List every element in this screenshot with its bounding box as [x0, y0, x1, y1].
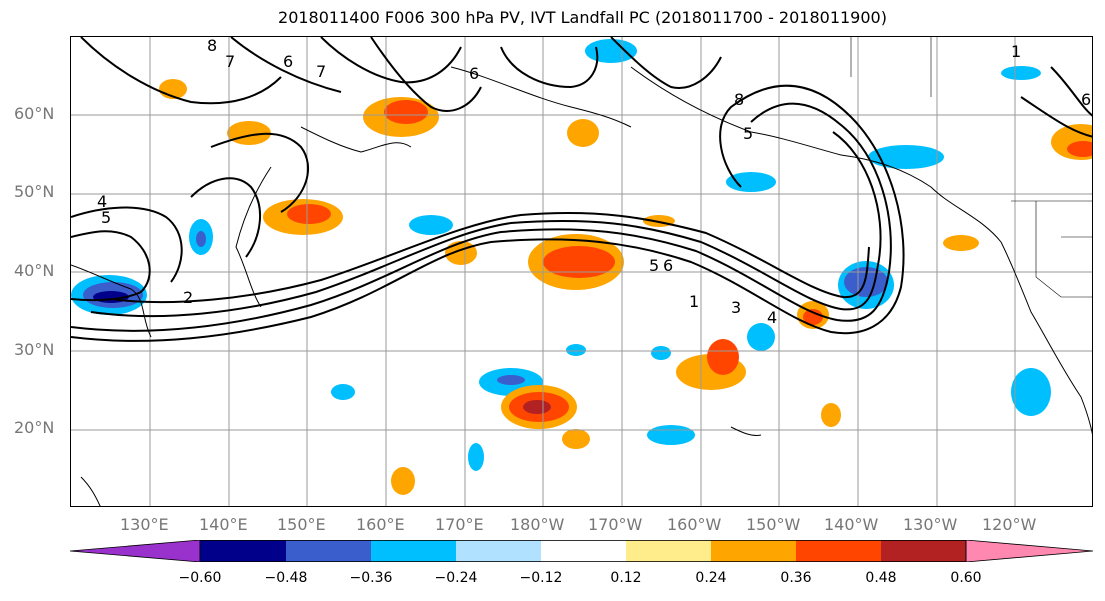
- colorbar-tick-7: 0.24: [695, 570, 727, 586]
- coastlines: [71, 66, 1092, 506]
- pv-contours: [71, 37, 1092, 342]
- colorbar-tick-5: −0.12: [519, 570, 563, 586]
- colorbar-tick-4: −0.24: [434, 570, 478, 586]
- positive-anomaly-small-7: [943, 235, 979, 251]
- positive-anomaly-east-core: [1067, 141, 1092, 157]
- negative-anomaly-ne-pacific: [747, 323, 775, 351]
- positive-anomaly-small-3: [562, 429, 590, 449]
- positive-anomaly-dateline-core: [543, 246, 615, 278]
- colorbar: [70, 540, 1093, 562]
- colorbar-bin-4: [456, 540, 541, 562]
- negative-anomaly-small-2: [651, 346, 671, 360]
- lon-label-120w: 120°W: [982, 515, 1037, 534]
- contour-label-3: 6: [283, 52, 293, 71]
- lon-label-150w: 150°W: [746, 515, 801, 534]
- map-title: 2018011400 F006 300 hPa PV, IVT Landfall…: [278, 8, 887, 27]
- contour-label-16: 5: [649, 256, 659, 275]
- colorbar-tick-3: −0.36: [349, 570, 393, 586]
- colorbar-bin-7: [711, 540, 796, 562]
- colorbar-bin-1: [200, 540, 286, 562]
- colorbar-tick-6: 0.12: [610, 570, 642, 586]
- negative-anomaly-japan-sea-core: [196, 231, 206, 247]
- colorbar-bin-5: [541, 540, 626, 562]
- lon-label-160w: 160°W: [667, 515, 722, 534]
- positive-anomaly-japan-core: [287, 204, 331, 224]
- contour-label-17: 6: [1081, 90, 1091, 109]
- contour-label-2: 7: [225, 52, 235, 71]
- contour-label-14: 4: [767, 308, 777, 327]
- contour-label-6: 4: [97, 192, 107, 211]
- lon-label-130e: 130°E: [120, 515, 169, 534]
- colorbar-bin-2: [286, 540, 371, 562]
- colorbar-tick-2: −0.48: [264, 570, 308, 586]
- contour-label-5: 6: [469, 64, 479, 83]
- lon-label-160e: 160°E: [356, 515, 405, 534]
- negative-anomaly-west-trop: [331, 384, 355, 400]
- colorbar-high-extend: [965, 540, 1093, 562]
- lat-label-30n: 30°N: [14, 340, 55, 359]
- lon-label-140w: 140°W: [824, 515, 879, 534]
- negative-anomaly-hawaii: [647, 425, 695, 445]
- negative-anomaly-alaska-interior: [726, 172, 776, 192]
- negative-anomaly-bc-coast: [868, 145, 944, 169]
- positive-anomaly-okhotsk-core: [384, 100, 428, 124]
- lat-label-20n: 20°N: [14, 418, 55, 437]
- negative-anomaly-small-1: [566, 344, 586, 356]
- contour-label-9: 8: [734, 90, 744, 109]
- lon-label-150e: 150°E: [277, 515, 326, 534]
- contour-label-15: 1: [1011, 42, 1021, 61]
- negative-anomaly-hawaii-west-core: [497, 375, 525, 385]
- colorbar-bin-3: [371, 540, 456, 562]
- negative-anomaly-central: [468, 443, 484, 471]
- contour-label-1: 8: [207, 37, 217, 55]
- colorbar-tick-8: 0.36: [780, 570, 812, 586]
- colorbar-low-extend: [70, 540, 201, 562]
- map-panel: 8 7 6 7 6 4 5 2 8 5 6 1 3 4 1 5 6: [70, 36, 1093, 507]
- contour-labels: 8 7 6 7 6 4 5 2 8 5 6 1 3 4 1 5 6: [97, 37, 1091, 327]
- lon-label-130w: 130°W: [903, 515, 958, 534]
- lon-label-140e: 140°E: [199, 515, 248, 534]
- positive-anomaly-bering: [567, 119, 599, 147]
- contour-label-10: 5: [743, 124, 753, 143]
- positive-anomaly-hawaii-arc-core: [707, 339, 739, 375]
- colorbar-frame: [199, 540, 967, 562]
- negative-anomaly-arctic: [1001, 66, 1041, 80]
- positive-anomaly-small-5: [821, 403, 841, 427]
- positive-anomaly-subtropical-core: [523, 400, 551, 414]
- political-borders: [850, 37, 1092, 298]
- colorbar-tick-10: 0.60: [950, 570, 982, 586]
- positive-anomaly-ne-pacific-core: [803, 309, 823, 325]
- map-canvas: 8 7 6 7 6 4 5 2 8 5 6 1 3 4 1 5 6: [71, 37, 1092, 506]
- graticule: [71, 37, 1092, 506]
- contour-label-11: 6: [663, 256, 673, 275]
- colorbar-bin-8: [796, 540, 881, 562]
- pv-anomaly-fills: [71, 39, 1092, 495]
- positive-anomaly-small-4: [391, 467, 415, 495]
- colorbar-tick-9: 0.48: [865, 570, 897, 586]
- contour-label-7: 5: [101, 208, 111, 227]
- contour-label-4: 7: [316, 62, 326, 81]
- contour-label-8: 2: [183, 288, 193, 307]
- lon-label-170w: 170°W: [588, 515, 643, 534]
- contour-label-13: 3: [731, 298, 741, 317]
- lat-label-40n: 40°N: [14, 261, 55, 280]
- colorbar-bin-9: [881, 540, 966, 562]
- negative-anomaly-bering: [585, 39, 637, 63]
- lon-label-170e: 170°E: [435, 515, 484, 534]
- contour-label-12: 1: [689, 292, 699, 311]
- colorbar-bin-6: [626, 540, 711, 562]
- lat-label-50n: 50°N: [14, 182, 55, 201]
- negative-anomaly-subtropics-east: [1011, 368, 1051, 416]
- colorbar-tick-1: −0.60: [178, 570, 222, 586]
- negative-anomaly-mid-pacific: [409, 215, 453, 235]
- lat-label-60n: 60°N: [14, 104, 55, 123]
- lon-label-180w: 180°W: [510, 515, 565, 534]
